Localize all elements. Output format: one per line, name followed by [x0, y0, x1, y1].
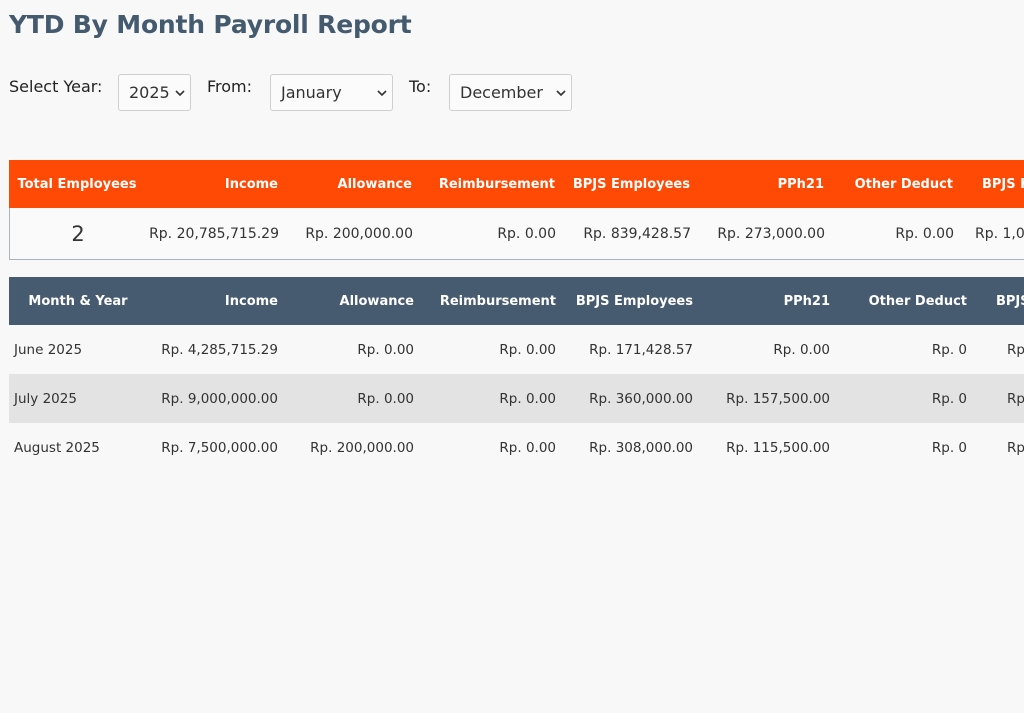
monthly-header-other-deduct: Other Deduct	[868, 293, 967, 309]
row-pph21: Rp. 115,500.00	[726, 439, 830, 456]
monthly-table: Month & Year Income Allowance Reimbursem…	[9, 277, 1024, 472]
chevron-down-icon	[175, 90, 185, 97]
monthly-header-income: Income	[224, 293, 278, 309]
year-label: Select Year:	[9, 77, 103, 96]
chevron-down-icon	[377, 90, 387, 97]
summary-header-pph21: PPh21	[777, 176, 824, 192]
summary-table: Total Employees Income Allowance Reimbur…	[9, 160, 1024, 260]
row-allowance: Rp. 0.00	[357, 341, 414, 358]
summary-total-employees: 2	[71, 221, 85, 246]
year-select-value: 2025	[129, 83, 170, 102]
to-label: To:	[409, 77, 432, 96]
monthly-header-bpjs: BPJS	[996, 293, 1024, 309]
row-other-deduct: Rp. 0	[931, 341, 967, 358]
summary-header-total-employees: Total Employees	[17, 176, 137, 192]
summary-header-bpjs-employees: BPJS Employees	[572, 176, 690, 192]
table-row: August 2025 Rp. 7,500,000.00 Rp. 200,000…	[9, 423, 1024, 472]
row-bpjs-employees: Rp. 308,000.00	[589, 439, 693, 456]
summary-income: Rp. 20,785,715.29	[149, 225, 279, 242]
row-month-year: August 2025	[14, 439, 100, 456]
row-pph21: Rp. 157,500.00	[726, 390, 830, 407]
row-month-year: June 2025	[14, 341, 83, 358]
row-income: Rp. 4,285,715.29	[161, 341, 278, 358]
summary-header-allowance: Allowance	[337, 176, 412, 192]
from-month-select[interactable]: January	[270, 74, 393, 111]
row-month-year: July 2025	[14, 390, 77, 407]
row-other-deduct: Rp. 0	[931, 390, 967, 407]
table-row: July 2025 Rp. 9,000,000.00 Rp. 0.00 Rp. …	[9, 374, 1024, 423]
summary-reimbursement: Rp. 0.00	[497, 225, 556, 242]
summary-header-bpjs-k: BPJS K	[982, 176, 1024, 192]
summary-header-reimbursement: Reimbursement	[438, 176, 555, 192]
table-row: June 2025 Rp. 4,285,715.29 Rp. 0.00 Rp. …	[9, 325, 1024, 374]
year-select[interactable]: 2025	[118, 74, 191, 111]
summary-bpjs-employees: Rp. 839,428.57	[583, 225, 691, 242]
summary-other-deduct: Rp. 0.00	[895, 225, 954, 242]
chevron-down-icon	[556, 90, 566, 97]
to-month-select[interactable]: December	[449, 74, 572, 111]
row-reimbursement: Rp. 0.00	[499, 390, 556, 407]
monthly-header-row: Month & Year Income Allowance Reimbursem…	[9, 277, 1024, 325]
row-bpjs: Rp	[1007, 439, 1024, 456]
row-bpjs-employees: Rp. 360,000.00	[589, 390, 693, 407]
row-other-deduct: Rp. 0	[931, 439, 967, 456]
row-reimbursement: Rp. 0.00	[499, 341, 556, 358]
page-title: YTD By Month Payroll Report	[9, 10, 412, 39]
summary-bpjs-k: Rp. 1,04	[975, 225, 1024, 242]
summary-header-income: Income	[224, 176, 278, 192]
row-income: Rp. 9,000,000.00	[161, 390, 278, 407]
summary-header-row: Total Employees Income Allowance Reimbur…	[9, 160, 1024, 208]
summary-allowance: Rp. 200,000.00	[305, 225, 413, 242]
row-bpjs: Rp	[1007, 390, 1024, 407]
summary-values-row: 2 Rp. 20,785,715.29 Rp. 200,000.00 Rp. 0…	[9, 208, 1024, 260]
from-month-value: January	[281, 83, 342, 102]
to-month-value: December	[460, 83, 543, 102]
monthly-header-bpjs-employees: BPJS Employees	[575, 293, 693, 309]
monthly-header-reimbursement: Reimbursement	[439, 293, 556, 309]
row-income: Rp. 7,500,000.00	[161, 439, 278, 456]
row-pph21: Rp. 0.00	[773, 341, 830, 358]
row-bpjs: Rp	[1007, 341, 1024, 358]
row-reimbursement: Rp. 0.00	[499, 439, 556, 456]
from-label: From:	[207, 77, 253, 96]
summary-pph21: Rp. 273,000.00	[717, 225, 825, 242]
row-allowance: Rp. 0.00	[357, 390, 414, 407]
monthly-header-allowance: Allowance	[339, 293, 414, 309]
monthly-header-pph21: PPh21	[783, 293, 830, 309]
report-filters: Select Year: 2025 From: January To: Dece…	[9, 74, 709, 111]
row-allowance: Rp. 200,000.00	[310, 439, 414, 456]
summary-header-other-deduct: Other Deduct	[854, 176, 953, 192]
row-bpjs-employees: Rp. 171,428.57	[589, 341, 693, 358]
monthly-header-month-year: Month & Year	[28, 293, 128, 309]
